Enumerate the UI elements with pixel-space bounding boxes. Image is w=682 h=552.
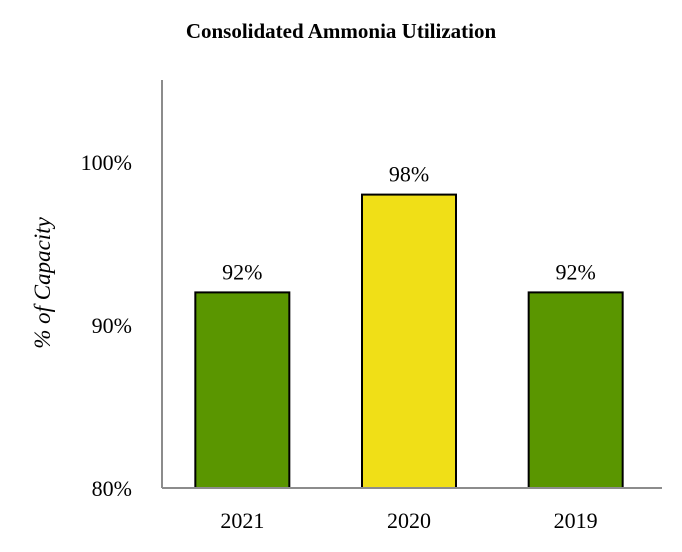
y-tick-label: 90% (92, 313, 132, 338)
data-label-2020: 98% (389, 162, 429, 187)
bar-2020 (361, 193, 457, 489)
category-label-2021: 2021 (220, 508, 264, 533)
category-label-2019: 2019 (554, 508, 598, 533)
y-tick-label: 80% (92, 476, 132, 501)
bar-2019 (527, 291, 624, 489)
bar-2021 (194, 291, 291, 489)
chart-title: Consolidated Ammonia Utilization (186, 19, 497, 43)
y-tick-labels: 80% 90% 100% (81, 150, 132, 501)
category-labels: 2021 2020 2019 (220, 508, 597, 533)
y-tick-label: 100% (81, 150, 132, 175)
y-axis-label: % of Capacity (30, 216, 55, 348)
data-labels: 92% 98% 92% (222, 162, 596, 285)
data-label-2021: 92% (222, 259, 262, 284)
data-label-2019: 92% (556, 259, 596, 284)
bars (194, 193, 624, 489)
category-label-2020: 2020 (387, 508, 431, 533)
